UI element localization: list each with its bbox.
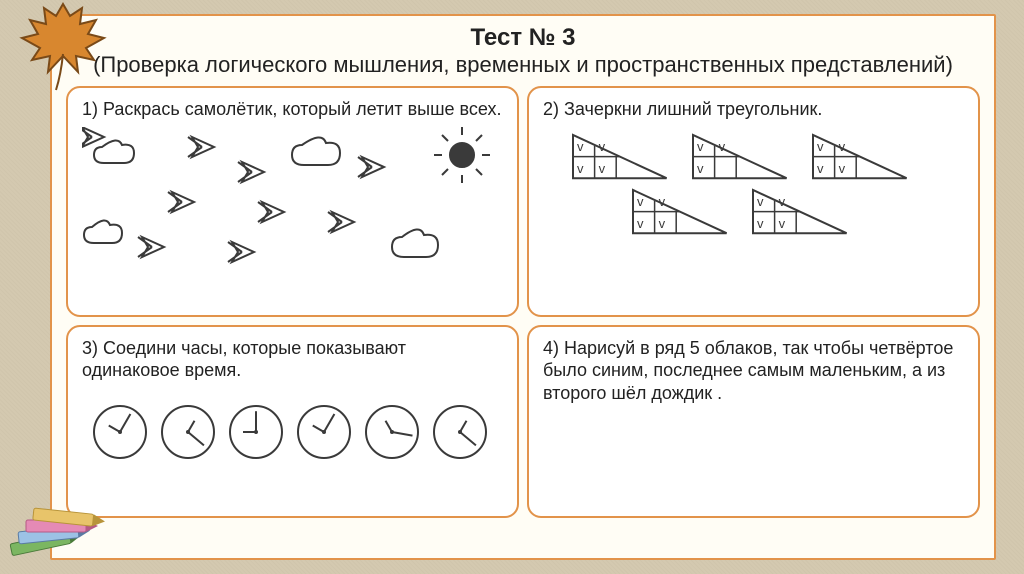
- page-frame: Тест № 3 (Проверка логического мышления,…: [50, 14, 996, 560]
- svg-text:v: v: [599, 139, 606, 154]
- maple-leaf-icon: [18, 0, 108, 94]
- question-grid: 1) Раскрась самолётик, который летит выш…: [66, 86, 980, 518]
- svg-text:v: v: [659, 215, 666, 230]
- svg-text:v: v: [757, 194, 764, 209]
- question-2: 2) Зачеркни лишний треугольник. vvvvvvvv…: [527, 86, 980, 317]
- svg-text:v: v: [577, 139, 584, 154]
- svg-text:v: v: [757, 215, 764, 230]
- triangles-illustration: vvvvvvvvvvvvvvvvvvv: [543, 127, 963, 257]
- svg-text:v: v: [817, 160, 824, 175]
- svg-text:v: v: [697, 139, 704, 154]
- question-1-text: 1) Раскрась самолётик, который летит выш…: [82, 98, 503, 121]
- question-1: 1) Раскрась самолётик, который летит выш…: [66, 86, 519, 317]
- question-4-text: 4) Нарисуй в ряд 5 облаков, так чтобы че…: [543, 337, 964, 405]
- planes-illustration: [82, 127, 502, 267]
- crayons-icon: [0, 494, 160, 574]
- svg-text:v: v: [719, 139, 726, 154]
- question-3-text: 3) Соедини часы, которые показывают один…: [82, 337, 503, 382]
- svg-text:v: v: [839, 139, 846, 154]
- page-subtitle: (Проверка логического мышления, временны…: [66, 52, 980, 78]
- svg-text:v: v: [779, 194, 786, 209]
- svg-text:v: v: [577, 160, 584, 175]
- clocks-illustration: [82, 388, 502, 468]
- svg-text:v: v: [779, 215, 786, 230]
- page-title: Тест № 3: [66, 24, 980, 52]
- question-4: 4) Нарисуй в ряд 5 облаков, так чтобы че…: [527, 325, 980, 518]
- svg-text:v: v: [599, 160, 606, 175]
- svg-text:v: v: [637, 194, 644, 209]
- question-3: 3) Соедини часы, которые показывают один…: [66, 325, 519, 518]
- svg-text:v: v: [839, 160, 846, 175]
- svg-text:v: v: [817, 139, 824, 154]
- svg-text:v: v: [697, 160, 704, 175]
- svg-text:v: v: [659, 194, 666, 209]
- question-2-text: 2) Зачеркни лишний треугольник.: [543, 98, 964, 121]
- svg-text:v: v: [637, 215, 644, 230]
